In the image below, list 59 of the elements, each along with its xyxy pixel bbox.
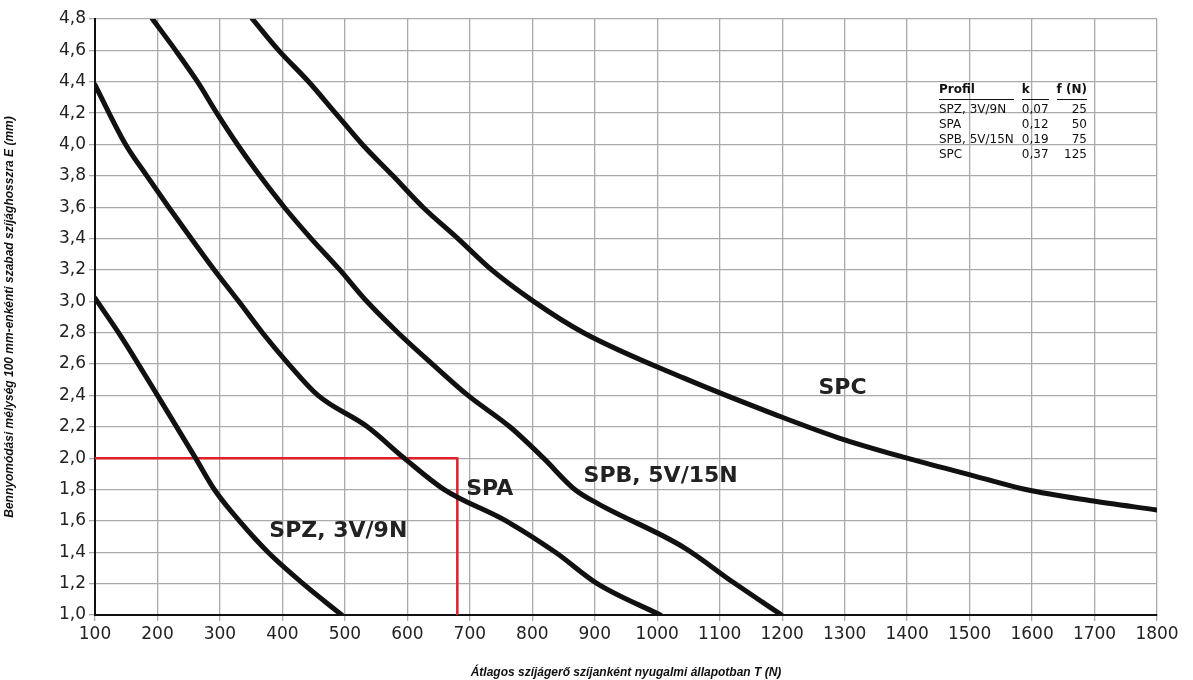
x-tick-label: 1500 [947,622,992,643]
y-tick-label: 3,6 [58,195,86,216]
x-tick-label: 100 [78,622,112,643]
x-tick-label: 1700 [1072,622,1117,643]
x-tick-label: 400 [266,622,299,643]
annotation: SPC [939,147,964,162]
x-tick-label: 900 [578,622,611,643]
x-tick-label: 1300 [823,622,867,643]
annotation: SPB, 5V/15N [939,132,1014,147]
annotation: SPA [939,117,963,132]
annotation: 25 [1070,102,1087,117]
series-label: SPZ, 3V/9N [269,516,408,542]
x-tick-label: 700 [453,622,487,643]
x-tick-label: 1600 [1010,622,1054,643]
y-tick-label: 1,4 [58,540,86,561]
x-tick-label: 200 [141,622,174,643]
y-tick-label: 2,0 [58,446,86,467]
series-label: SPA [466,475,514,501]
x-axis-title: Átlagos szíjágerő szíjanként nyugalmi állapotban T (N) [469,664,782,680]
y-tick-label: 2,6 [58,352,86,373]
annotation: Profil [939,82,1014,100]
annotation: 0,37 [1021,147,1049,162]
y-tick-label: 1,2 [58,572,86,593]
x-tick-label: 1100 [698,622,742,643]
x-tick-label: 600 [391,622,424,643]
annotation: 0,07 [1021,102,1049,117]
annotation: 50 [1070,117,1087,132]
y-tick-label: 4,6 [58,38,86,59]
y-tick-label: 3,0 [58,289,86,310]
y-tick-label: 3,2 [58,258,86,279]
x-tick-label: 1800 [1135,622,1179,643]
y-tick-label: 4,4 [58,70,86,91]
annotation: f (N) [1056,82,1087,100]
annotation: 75 [1070,132,1087,147]
y-axis-title: Bennyomódási mélység 100 mm-enkénti szabad szíjághosszra E (mm) [1,116,16,518]
x-tick-label: 1000 [635,622,679,643]
y-tick-label: 1,0 [58,603,86,624]
annotation: 0,19 [1021,132,1049,147]
x-tick-label: 1400 [885,622,929,643]
x-tick-label: 300 [203,622,237,643]
y-tick-label: 2,8 [58,321,86,342]
annotation: 125 [1063,147,1087,162]
x-tick-label: 800 [516,622,549,643]
y-tick-label: 4,8 [58,7,86,28]
y-tick-label: 1,6 [58,509,86,530]
y-tick-label: 2,4 [58,383,86,404]
y-tick-label: 3,4 [58,227,86,247]
x-tick-label: 1200 [760,622,804,643]
y-tick-label: 2,2 [58,415,86,436]
annotation: SPZ, 3V/9N [939,102,1008,117]
annotation: 0,12 [1021,117,1049,132]
y-tick-label: 4,2 [58,101,86,122]
series-label: SPB, 5V/15N [583,461,738,487]
y-tick-label: 3,8 [58,164,86,185]
x-tick-label: 500 [328,622,362,643]
series-label: SPC [818,373,867,399]
y-tick-label: 4,0 [58,132,86,153]
annotation: k [1021,82,1049,100]
y-tick-label: 1,8 [58,477,86,498]
